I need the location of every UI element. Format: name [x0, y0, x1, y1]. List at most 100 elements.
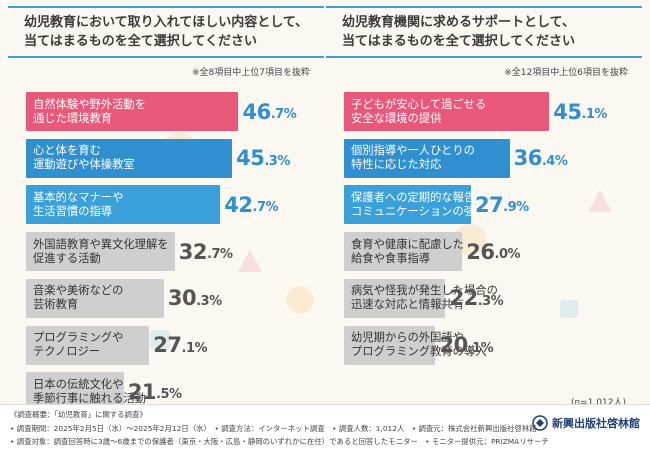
left-bar-label-2-line-1: 心と体を育む [33, 144, 101, 158]
left-bar-value-dec-6: .1% [181, 340, 208, 356]
right-bar-row-3: 保護者への定期的な報告や コミュニケーションの強化 27.9% [344, 185, 634, 225]
sample-size-note: (n=1,012人) [570, 398, 626, 408]
footer-line-2: • 調査期間：2025年2月5日（水）～2025年2月12日（水） • 調査方法… [10, 424, 537, 433]
company-logo: 新興出版社啓林館 [532, 415, 640, 431]
left-bar-3 [26, 185, 221, 225]
right-chart-title: 幼児教育機関に求めるサポートとして、 当てはまるものを全て選択してください [326, 6, 642, 58]
right-bar-label-2-line-1: 個別指導や一人ひとりの [351, 144, 475, 158]
right-bar-row-6: 幼児期からの外国語や プログラミング教育の導入 20.1% [344, 325, 634, 365]
right-bar-5 [344, 278, 446, 318]
left-bar-value-3: 42.7% [224, 185, 278, 224]
left-bar-label-4-line-1: 外国語教育や異文化理解を [33, 237, 169, 251]
right-bar-value-dec-3: .9% [503, 200, 529, 216]
left-bar-label-4: 外国語教育や異文化理解を 促進する活動 [33, 232, 169, 271]
left-bar-value-2: 45.3% [236, 139, 290, 178]
right-bar-value-dec-5: .3% [477, 293, 504, 309]
right-bar-3 [344, 185, 471, 225]
right-bar-value-3: 27.9% [475, 185, 529, 224]
right-bar-label-3-line-1: 保護者への定期的な報告や [351, 190, 487, 204]
right-bar-label-5: 病気や怪我が発生した場合の 迅速な対応と情報共有 [351, 279, 498, 318]
logo-text: 新興出版社啓林館 [552, 417, 640, 430]
left-bar-value-int-7: 21 [127, 379, 157, 404]
right-bar-value-6: 20.1% [439, 326, 493, 365]
right-bar-1 [344, 92, 550, 131]
left-bar-value-int-6: 27 [153, 333, 182, 357]
right-bar-row-4: 食育や健康に配慮した 給食や食事指導 26.0% [344, 232, 634, 272]
left-bar-value-int-3: 42 [224, 192, 253, 217]
right-bar-value-int-1: 45 [553, 99, 582, 124]
left-bar-5 [26, 278, 164, 318]
left-bar-row-6: プログラミングや テクノロジー 27.1% [26, 325, 316, 365]
left-bar-6 [26, 325, 150, 365]
right-bar-value-dec-4: .0% [494, 247, 521, 263]
right-bar-label-2-line-2: 特性に応じた対応 [351, 158, 442, 172]
left-bar-value-6: 27.1% [153, 326, 207, 365]
right-bar-chart: 子どもが安心して過ごせる 安全な環境の提供 45.1% 個別指導や一人ひとりの 特性に応… [326, 86, 642, 399]
right-bar-value-5: 22.3% [449, 279, 503, 318]
logo-mark-icon [532, 415, 548, 431]
right-bar-value-int-2: 36 [513, 146, 543, 171]
right-bar-6 [344, 325, 436, 365]
right-bar-value-dec-6: .1% [467, 340, 494, 356]
right-bar-value-1: 45.1% [553, 92, 607, 131]
right-bar-label-5-line-1: 病気や怪我が発生した場合の [351, 284, 498, 298]
left-bar-label-3-line-2: 生活習慣の指導 [33, 204, 113, 218]
left-bar-row-5: 音楽や美術などの 芸術教育 30.3% [26, 278, 316, 318]
left-bar-value-dec-5: .3% [196, 293, 222, 309]
left-bar-label-6-line-1: プログラミングや [33, 331, 124, 344]
left-bar-value-int-2: 45 [236, 146, 265, 171]
left-chart-title: 幼児教育において取り入れてほしい内容として、 当てはまるものを全て選択してくださ… [8, 6, 324, 58]
left-bar-value-dec-7: .5% [156, 387, 182, 403]
left-bar-value-dec-1: .7% [270, 107, 297, 122]
right-bar-value-int-3: 27 [474, 192, 504, 217]
left-bar-label-4-line-2: 促進する活動 [33, 251, 101, 265]
left-bar-label-3: 基本的なマナーや 生活習慣の指導 [33, 185, 123, 224]
left-bar-label-2: 心と体を育む 運動遊びや体操教室 [33, 139, 135, 178]
left-bar-value-int-4: 32 [178, 239, 208, 264]
left-bar-value-5: 30.3% [168, 279, 222, 318]
right-title-line-1: 幼児教育機関に求めるサポートとして、 [342, 15, 575, 30]
left-bar-label-7: 日本の伝統文化や 季節行事に触れる活動 [33, 372, 146, 411]
left-bar-value-7: 21.5% [128, 372, 182, 411]
right-bar-value-2: 36.4% [514, 139, 568, 178]
survey-footer: 《調査概要：「幼児教育」に関する調査》 • 調査期間：2025年2月5日（水）～… [0, 404, 650, 451]
left-bar-label-3-line-1: 基本的なマナーや [33, 190, 124, 204]
left-bar-label-6: プログラミングや テクノロジー [33, 326, 123, 365]
right-bar-label-5-line-2: 迅速な対応と情報共有 [351, 298, 464, 312]
right-bar-label-6: 幼児期からの外国語や プログラミング教育の導入 [351, 326, 487, 365]
right-bar-value-int-6: 20 [439, 333, 468, 357]
right-bar-2 [344, 138, 510, 178]
left-bar-label-1-line-1: 自然体験や野外活動を [33, 97, 146, 111]
right-bar-value-dec-1: .1% [581, 107, 607, 122]
left-bar-label-2-line-2: 運動遊びや体操教室 [33, 158, 135, 172]
left-bar-row-2: 心と体を育む 運動遊びや体操教室 45.3% [26, 138, 316, 178]
left-bar-value-dec-4: .7% [207, 247, 233, 263]
left-bar-4 [26, 232, 175, 272]
right-bar-label-6-line-2: プログラミング教育の導入 [351, 345, 487, 358]
right-bar-4 [344, 232, 463, 272]
left-bar-1 [26, 92, 239, 131]
left-bar-row-3: 基本的なマナーや 生活習慣の指導 42.7% [26, 185, 316, 225]
right-bar-label-2: 個別指導や一人ひとりの 特性に応じた対応 [351, 139, 475, 178]
left-bar-2 [26, 138, 233, 178]
left-bar-label-7-line-2: 季節行事に触れる活動 [33, 391, 146, 405]
left-bar-label-1-line-2: 通じた環境教育 [33, 111, 113, 125]
right-chart-note: ※全12項目中上位6項目を抜粋 [504, 68, 628, 78]
left-bar-label-5-line-2: 芸術教育 [33, 298, 79, 312]
left-bar-label-7-line-1: 日本の伝統文化や [33, 377, 124, 391]
left-bar-value-dec-2: .3% [264, 153, 290, 169]
right-bar-label-6-line-1: 幼児期からの外国語や [351, 331, 464, 344]
left-title-line-1: 幼児教育において取り入れてほしい内容として、 [24, 15, 309, 30]
left-bar-label-1: 自然体験や野外活動を 通じた環境教育 [33, 92, 146, 131]
right-bar-label-3: 保護者への定期的な報告や コミュニケーションの強化 [351, 185, 487, 224]
left-bar-value-int-5: 30 [167, 286, 197, 311]
right-bar-value-4: 26.0% [466, 232, 520, 271]
right-bar-label-1-line-1: 子どもが安心して過ごせる [351, 97, 487, 111]
right-bar-value-int-5: 22 [449, 286, 478, 311]
right-bar-label-4-line-2: 給食や食事指導 [351, 251, 431, 265]
left-bar-row-1: 自然体験や野外活動を 通じた環境教育 46.7% [26, 92, 316, 131]
right-bar-label-4-line-1: 食育や健康に配慮した [351, 237, 464, 251]
right-bar-value-int-4: 26 [466, 239, 495, 264]
left-bar-label-5-line-1: 音楽や美術などの [33, 284, 124, 298]
left-bar-value-4: 32.7% [179, 232, 233, 271]
